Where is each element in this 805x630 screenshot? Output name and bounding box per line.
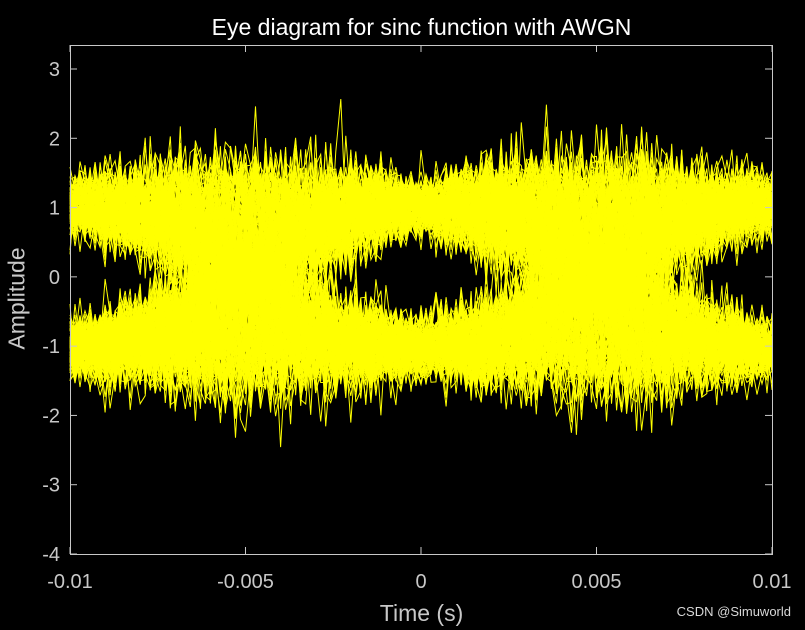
y-tick-label: 1 [49,198,60,220]
eye-trace-line [69,181,773,377]
eye-trace-line [69,175,773,413]
eye-trace-line [69,183,773,408]
x-tick-label: -0.01 [47,571,93,593]
x-tick-label: -0.005 [217,571,274,593]
y-tick-label: -3 [42,475,60,497]
eye-trace-line [69,138,773,376]
eye-trace-line [69,148,773,382]
eye-trace-line [69,158,773,391]
eye-trace-line [69,159,773,410]
x-ticks: -0.01 -0.005 0 0.005 0.01 [47,45,791,593]
x-tick-label: 0 [415,571,426,593]
eye-trace-line [69,290,773,399]
eye-trace-line [69,282,773,421]
y-tick-label: -1 [42,336,60,358]
watermark-text: CSDN @Simuworld [676,604,791,619]
eye-trace-line [69,158,773,277]
y-tick-label: 0 [49,267,60,289]
chart-title: Eye diagram for sinc function with AWGN [211,14,632,40]
y-ticks: -4 -3 -2 -1 0 1 2 3 [42,59,772,566]
x-axis-label: Time (s) [379,600,464,626]
y-tick-label: 2 [49,128,60,150]
x-tick-label: 0.01 [753,571,792,593]
y-tick-label: 3 [49,59,60,81]
eye-traces [69,98,773,448]
x-tick-label: 0.005 [571,571,621,593]
y-tick-label: -4 [42,544,60,566]
eye-trace-line [69,140,773,380]
y-axis-label: Amplitude [3,247,30,350]
y-tick-label: -2 [42,405,60,427]
eye-trace-line [69,153,773,394]
